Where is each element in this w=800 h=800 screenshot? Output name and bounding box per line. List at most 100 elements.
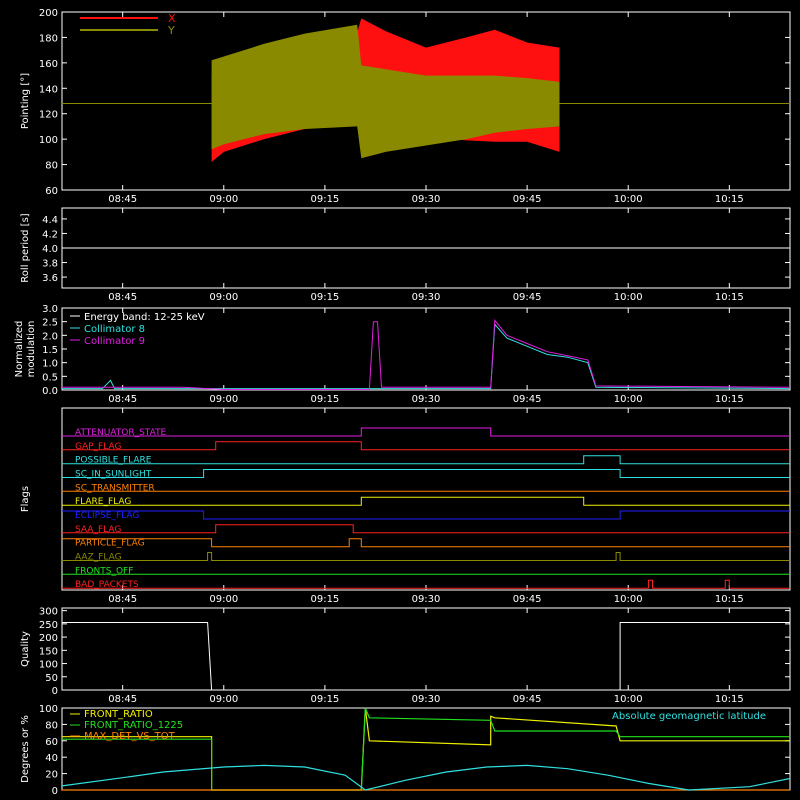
modulation-ytick-label: 0.0	[42, 386, 58, 397]
quality-ytick-label: 300	[39, 607, 58, 618]
pointing-xtick-label: 10:15	[715, 194, 744, 205]
ratios-legend-label: FRONT_RATIO_1225	[84, 720, 183, 731]
modulation-ytick-label: 1.5	[42, 345, 58, 356]
flag-line	[62, 538, 790, 548]
flag-label: SC_TRANSMITTER	[75, 483, 155, 493]
pointing-legend-label: X	[168, 12, 176, 25]
roll-xtick-label: 09:15	[310, 292, 339, 303]
quality-ytick-label: 150	[39, 646, 58, 657]
flags-xtick-label: 09:30	[412, 594, 441, 605]
ratios-annotation: Absolute geomagnetic latitude	[612, 711, 766, 722]
quality-xtick-label: 09:45	[513, 694, 542, 705]
pointing-ytick-label: 120	[39, 110, 58, 121]
ratios-ylabel: Degrees or %	[20, 715, 31, 783]
roll-xtick-label: 10:00	[614, 292, 643, 303]
modulation-series	[62, 318, 791, 390]
flag-label: ATTENUATOR_STATE	[75, 428, 167, 438]
pointing-legend-label: Y	[167, 24, 175, 37]
modulation-xtick-label: 08:45	[108, 394, 137, 405]
quality-xtick-label: 10:15	[715, 694, 744, 705]
modulation-legend-title: Energy band: 12-25 keV	[84, 312, 205, 323]
pointing-ytick-label: 160	[39, 59, 58, 70]
flag-line	[62, 441, 790, 451]
flag-label: SAA_FLAG	[75, 525, 121, 535]
modulation-ytick-label: 3.0	[42, 304, 58, 315]
quality-ytick-label: 100	[39, 660, 58, 671]
flag-line	[62, 427, 790, 437]
flag-label: POSSIBLE_FLARE	[75, 456, 152, 466]
flag-label: AAZ_FLAG	[75, 553, 122, 563]
roll-ytick-label: 3.8	[42, 259, 58, 270]
flag-line	[62, 524, 790, 534]
quality-xtick-label: 10:00	[614, 694, 643, 705]
flag-line	[62, 510, 790, 520]
ratios-ytick-label: 20	[45, 770, 58, 781]
quality-ylabel: Quality	[20, 631, 31, 667]
quality-ytick-label: 50	[45, 673, 58, 684]
ratios-series	[62, 707, 790, 791]
roll-ytick-label: 4.0	[42, 244, 58, 255]
flag-label: FLARE_FLAG	[75, 497, 131, 507]
ratios-ytick-label: 80	[45, 720, 58, 731]
ratios-ytick-label: 0	[52, 786, 58, 797]
flag-line	[62, 552, 790, 561]
quality-ytick-label: 200	[39, 633, 58, 644]
modulation-ylabel: Normalized	[14, 321, 25, 378]
quality-ytick-label: 250	[39, 620, 58, 631]
quality-ytick-label: 0	[52, 686, 58, 697]
modulation-legend-c9: Collimator 9	[84, 336, 145, 347]
roll-xtick-label: 08:45	[108, 292, 137, 303]
pointing-xtick-label: 08:45	[108, 194, 137, 205]
pointing-xtick-label: 09:30	[412, 194, 441, 205]
quality-xtick-label: 09:30	[412, 694, 441, 705]
quality-xtick-label: 09:15	[310, 694, 339, 705]
modulation-ylabel: modulation	[26, 321, 37, 378]
ratios-ytick-label: 40	[45, 753, 58, 764]
modulation-xtick-label: 10:15	[715, 394, 744, 405]
roll-xtick-label: 09:30	[412, 292, 441, 303]
flag-label: ECLIPSE_FLAG	[75, 511, 139, 521]
ratios-legend-label: MAX_DET_VS_TOT	[84, 731, 176, 742]
roll-ytick-label: 4.4	[42, 215, 58, 226]
ratios-ytick-label: 60	[45, 737, 58, 748]
pointing-xtick-label: 09:45	[513, 194, 542, 205]
flags-xtick-label: 09:45	[513, 594, 542, 605]
flags-xtick-label: 09:15	[310, 594, 339, 605]
roll-ylabel: Roll period [s]	[20, 213, 31, 282]
pointing-band-y	[211, 24, 560, 159]
flag-line	[62, 496, 790, 506]
roll-ytick-label: 4.2	[42, 229, 58, 240]
modulation-xtick-label: 09:30	[412, 394, 441, 405]
modulation-xtick-label: 09:15	[310, 394, 339, 405]
ratios-ytick-label: 100	[39, 704, 58, 715]
modulation-legend-c8: Collimator 8	[84, 324, 145, 335]
pointing-xtick-label: 09:15	[310, 194, 339, 205]
quality-line	[62, 622, 790, 691]
flags-xtick-label: 09:00	[209, 594, 238, 605]
pointing-ytick-label: 140	[39, 84, 58, 95]
modulation-ytick-label: 1.0	[42, 359, 58, 370]
flags-xtick-label: 08:45	[108, 594, 137, 605]
pointing-ytick-label: 180	[39, 33, 58, 44]
flag-line	[62, 469, 790, 478]
flag-label: SC_IN_SUNLIGHT	[75, 470, 152, 480]
modulation-xtick-label: 09:00	[209, 394, 238, 405]
modulation-xtick-label: 10:00	[614, 394, 643, 405]
pointing-xtick-label: 09:00	[209, 194, 238, 205]
flag-line	[62, 455, 790, 465]
modulation-ytick-label: 2.0	[42, 331, 58, 342]
flag-label: FRONTS_OFF	[75, 566, 133, 576]
roll-xtick-label: 10:15	[715, 292, 744, 303]
pointing-ytick-label: 200	[39, 8, 58, 19]
modulation-xtick-label: 09:45	[513, 394, 542, 405]
ratios-series	[61, 764, 791, 791]
flag-label: GAP_FLAG	[75, 442, 121, 452]
pointing-ytick-label: 100	[39, 135, 58, 146]
roll-xtick-label: 09:00	[209, 292, 238, 303]
flags-ylabel: Flags	[20, 486, 31, 512]
roll-xtick-label: 09:45	[513, 292, 542, 303]
pointing-xtick-label: 10:00	[614, 194, 643, 205]
pointing-ytick-label: 60	[45, 186, 58, 197]
flag-label: PARTICLE_FLAG	[75, 539, 145, 549]
